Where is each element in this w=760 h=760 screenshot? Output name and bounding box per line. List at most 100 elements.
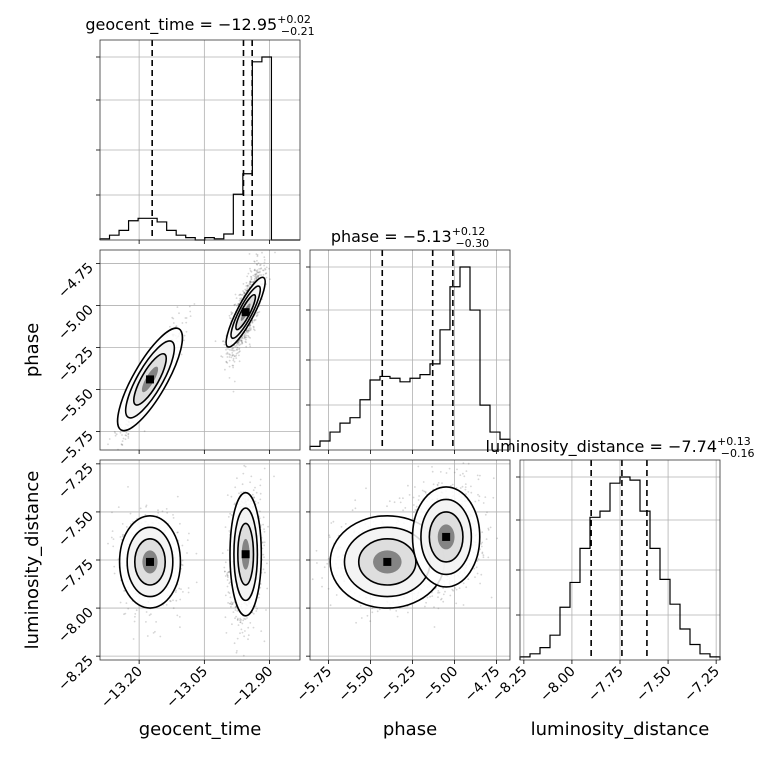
sample-point (143, 430, 146, 433)
sample-point (459, 474, 462, 476)
sample-point (323, 566, 326, 569)
sample-point (127, 435, 130, 438)
sample-point (236, 346, 239, 349)
sample-point (254, 273, 256, 276)
sample-point (224, 570, 226, 573)
sample-point (113, 430, 116, 433)
sample-point (269, 278, 271, 281)
sample-point (172, 517, 175, 519)
sample-point (229, 354, 232, 356)
sample-point (232, 366, 235, 369)
sample-point (241, 622, 244, 625)
sample-point (255, 610, 258, 612)
histogram-step (519, 476, 721, 660)
sample-point (482, 556, 485, 559)
sample-point (234, 609, 237, 611)
sample-point (474, 500, 477, 503)
sample-point (232, 346, 235, 349)
sample-point (437, 482, 440, 484)
sample-point (249, 328, 252, 331)
sample-point (246, 275, 249, 278)
sample-point (243, 334, 246, 337)
histogram-luminosity_distance (516, 460, 721, 660)
sample-point (242, 290, 244, 292)
grid-lines (100, 250, 300, 450)
sample-point (256, 607, 258, 610)
sample-point (183, 334, 186, 337)
sample-point (244, 340, 247, 343)
sample-point (407, 611, 409, 614)
sample-point (474, 576, 476, 578)
sample-point (127, 437, 130, 439)
sample-point (247, 335, 250, 337)
sample-point (252, 328, 255, 331)
sample-point (195, 581, 198, 584)
histogram-step (99, 56, 300, 241)
sample-point (259, 510, 261, 513)
sample-point (132, 638, 135, 640)
grid-lines (100, 40, 300, 240)
sample-point (454, 587, 456, 589)
sample-point (186, 539, 189, 541)
sample-point (233, 360, 236, 363)
sample-point (432, 483, 435, 486)
sample-point (241, 341, 244, 344)
sample-point (227, 348, 229, 350)
sample-point (261, 541, 264, 543)
sample-point (232, 359, 235, 362)
sample-point (249, 345, 252, 348)
sample-point (112, 545, 115, 548)
sample-point (240, 491, 242, 494)
sample-point (226, 356, 229, 358)
sample-point (248, 343, 251, 346)
sample-point (253, 269, 256, 272)
sample-point (232, 364, 235, 367)
sample-point (230, 495, 233, 498)
sample-point (264, 267, 266, 270)
sample-point (252, 274, 255, 277)
sample-point (228, 359, 231, 362)
sample-point (188, 305, 191, 308)
sample-point (238, 360, 241, 363)
sample-point (237, 340, 240, 343)
sample-point (257, 311, 260, 314)
sample-point (257, 275, 260, 277)
sample-point (124, 434, 127, 436)
sample-point (242, 619, 245, 622)
sample-point (402, 497, 404, 500)
sample-point (236, 650, 238, 652)
sample-point (253, 260, 256, 263)
sample-point (253, 260, 256, 263)
panels-layer (96, 39, 721, 664)
sample-point (233, 304, 236, 307)
sample-point (235, 354, 238, 357)
sample-point (226, 585, 229, 588)
sample-point (237, 303, 240, 305)
sample-point (245, 336, 248, 339)
sample-point (249, 337, 252, 339)
sample-point (226, 549, 229, 552)
sample-point (256, 314, 259, 316)
sample-point (243, 617, 246, 620)
sample-point (253, 277, 256, 280)
sample-point (240, 619, 243, 621)
sample-point (470, 485, 472, 488)
sample-point (355, 621, 357, 624)
sample-point (180, 588, 182, 590)
sample-point (226, 351, 229, 354)
sample-point (112, 538, 115, 540)
sample-point (221, 340, 224, 343)
sample-point (255, 269, 258, 272)
sample-point (181, 544, 184, 547)
sample-point (256, 276, 259, 279)
sample-point (484, 496, 487, 498)
sample-point (119, 601, 122, 604)
sample-point (175, 325, 178, 327)
sample-point (234, 617, 236, 620)
sample-point (165, 508, 168, 510)
sample-point (467, 462, 470, 465)
sample-point (231, 349, 234, 351)
sample-point (122, 437, 125, 440)
sample-point (233, 380, 236, 383)
sample-point (240, 339, 243, 342)
